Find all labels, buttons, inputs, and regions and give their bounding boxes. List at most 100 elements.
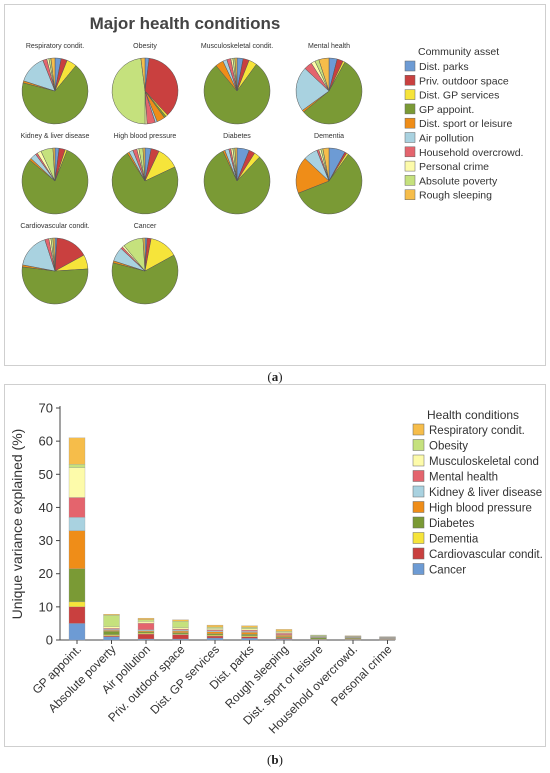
pie-title: Diabetes <box>223 133 251 140</box>
bar-legend-item-dementia: Dementia <box>412 532 479 546</box>
bar-personal-crime <box>379 636 396 641</box>
legend-swatch <box>404 146 416 158</box>
legend-label: Musculoskeletal cond <box>429 456 539 468</box>
pie-dementia: Dementia <box>295 133 363 215</box>
legend-swatch <box>404 160 416 172</box>
pie-mental-health: Mental health <box>295 43 363 125</box>
pie-slice-air-pollution <box>295 68 330 111</box>
legend-swatch <box>404 75 416 86</box>
pie-grid-title: Major health conditions <box>90 14 281 33</box>
y-tick-label: 20 <box>39 566 53 581</box>
pie-title: Mental health <box>308 43 350 50</box>
bar-segment-respiratory-condit <box>206 624 224 628</box>
pie-slice-rough-sleeping <box>322 147 330 182</box>
pie-legend-item-priv-outdoor-space: Priv. outdoor space <box>404 75 509 87</box>
legend-label: Cancer <box>429 565 466 577</box>
legend-label: Diabetes <box>429 518 475 530</box>
bar-segment-diabetes <box>172 632 189 635</box>
bar-segment-diabetes <box>206 633 224 636</box>
legend-label: Cardiovascular condit. <box>429 549 543 561</box>
bar-segment-mental-health <box>275 633 293 635</box>
bar-segment-cancer <box>103 636 120 641</box>
pie-musculoskeletal-condit: Musculoskeletal condit. <box>201 43 273 125</box>
bar-air-pollution <box>137 617 155 641</box>
bar-segment-musculoskeletal-cond <box>241 628 258 631</box>
pie-kidney-liver-disease: Kidney & liver disease <box>21 133 90 215</box>
legend-label: Respiratory condit. <box>429 425 525 437</box>
legend-swatch <box>412 501 425 513</box>
pie-slice-gp-appoint <box>111 254 179 305</box>
pie-chart-grid: Major health conditions Respiratory cond… <box>20 14 523 305</box>
legend-label: GP appoint. <box>419 104 474 116</box>
y-axis-label: Unique variance explained (%) <box>9 429 25 620</box>
pie-title: Kidney & liver disease <box>21 133 90 140</box>
bar-segment-diabetes <box>137 631 155 634</box>
legend-swatch <box>404 117 416 129</box>
legend-swatch <box>404 175 416 186</box>
legend-swatch <box>404 89 416 100</box>
bar-segment-cancer <box>241 638 258 641</box>
y-tick-label: 70 <box>39 401 53 416</box>
bar-legend-item-obesity: Obesity <box>412 439 468 453</box>
legend-label: Dist. GP services <box>419 90 499 102</box>
pie-legend-item-personal-crime: Personal crime <box>404 160 489 173</box>
pie-legend-item-absolute-poverty: Absolute poverty <box>404 175 498 187</box>
bar-dist-parks <box>241 625 258 641</box>
bar-segment-high-blood-pressure <box>275 635 293 637</box>
legend-swatch <box>412 423 425 436</box>
pie-slice-gp-appoint <box>111 152 179 215</box>
bar-segment-dementia <box>68 601 86 608</box>
panel-a-pie-grid: Major health conditions Respiratory cond… <box>4 4 546 366</box>
legend-swatch <box>412 547 425 560</box>
legend-label: Absolute poverty <box>419 175 498 187</box>
pie-slice-rough-sleeping <box>140 57 146 92</box>
bar-household-overcrowd <box>344 635 362 641</box>
bar-segment-kidney-liver-disease <box>172 629 189 632</box>
legend-label: Kidney & liver disease <box>429 487 542 499</box>
bar-segment-respiratory-condit <box>172 619 189 622</box>
pie-legend-title: Community asset <box>418 46 499 58</box>
bar-segment-musculoskeletal-cond <box>206 628 224 630</box>
x-tick-label: Personal crime <box>328 642 395 709</box>
panel-a-label: a <box>271 369 279 384</box>
pie-slice-rough-sleeping <box>142 237 146 272</box>
bar-legend-title: Health conditions <box>427 408 519 422</box>
legend-label: Air pollution <box>419 133 474 145</box>
pie-slice-rough-sleeping <box>50 57 56 92</box>
pie-slice-gp-appoint <box>21 266 89 305</box>
legend-swatch <box>404 60 416 72</box>
pie-slice-absolute-poverty <box>111 57 146 125</box>
bar-segment-respiratory-condit <box>344 635 362 637</box>
legend-label: Dementia <box>429 534 479 546</box>
bar-segment-respiratory-condit <box>137 617 155 620</box>
bar-segment-musculoskeletal-cond <box>68 467 86 498</box>
bar-legend-item-diabetes: Diabetes <box>412 516 475 530</box>
pie-legend-item-dist-parks: Dist. parks <box>404 60 469 73</box>
bar-segment-high-blood-pressure <box>172 630 189 633</box>
pie-slice-priv-outdoor-space <box>144 57 179 116</box>
panel-a-caption: (a) <box>267 369 283 384</box>
bar-dist-gp-services <box>206 624 224 641</box>
legend-label: Rough sleeping <box>419 190 492 202</box>
panel-b-caption: (b) <box>267 752 283 767</box>
pie-slice-gp-appoint <box>303 61 363 125</box>
bar-segment-musculoskeletal-cond <box>275 632 293 634</box>
legend-label: Mental health <box>429 472 498 484</box>
legend-swatch <box>404 189 416 200</box>
bar-segment-cancer <box>68 623 86 641</box>
bar-segment-high-blood-pressure <box>241 632 258 635</box>
pie-respiratory-condit: Respiratory condit. <box>21 43 89 125</box>
bar-segment-musculoskeletal-cond <box>103 626 120 629</box>
bar-rough-sleeping <box>275 629 293 641</box>
bar-segment-diabetes <box>310 637 327 640</box>
pie-legend-item-gp-appoint: GP appoint. <box>404 103 474 116</box>
legend-label: Household overcrowd. <box>419 147 523 159</box>
pie-slice-rough-sleeping <box>52 237 56 272</box>
pie-legend-item-air-pollution: Air pollution <box>404 132 474 145</box>
bar-segment-cancer <box>137 638 155 641</box>
bar-segment-cardiovascular-condit <box>241 636 258 639</box>
pie-slice-rough-sleeping <box>318 57 330 92</box>
legend-label: Priv. outdoor space <box>419 75 509 87</box>
pie-title: Obesity <box>133 43 157 50</box>
panel-b-label: b <box>271 752 279 767</box>
